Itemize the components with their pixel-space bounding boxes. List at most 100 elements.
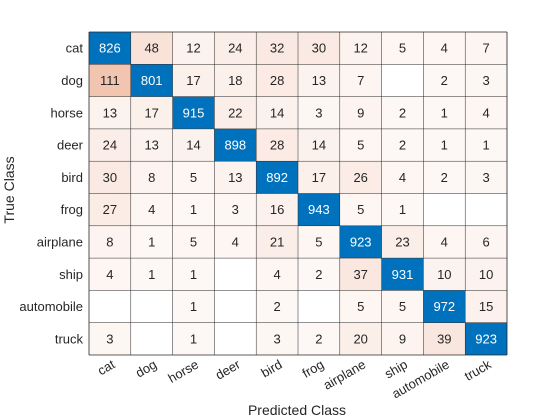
cell-deer-ship: [381, 128, 424, 162]
cell-airplane-frog: [298, 225, 340, 259]
cell-deer-bird: [256, 128, 298, 162]
cell-value-cat-truck: 7: [482, 41, 489, 56]
cell-dog-horse: [172, 64, 215, 97]
cell-airplane-truck: [465, 225, 507, 259]
y-tick-horse: horse: [50, 105, 83, 120]
cell-value-automobile-airplane: 5: [357, 299, 364, 314]
cell-value-cat-horse: 12: [186, 41, 200, 56]
cell-value-deer-truck: 1: [482, 138, 489, 153]
cell-value-frog-dog: 4: [148, 202, 155, 217]
cell-bird-cat: [89, 161, 131, 194]
cell-frog-dog: [130, 193, 173, 226]
cell-frog-airplane: [339, 193, 382, 226]
cell-cat-bird: [256, 32, 298, 65]
cell-automobile-frog: [298, 290, 340, 323]
cell-value-deer-deer: 898: [224, 138, 246, 153]
cell-dog-deer: [214, 64, 257, 97]
cell-value-bird-bird: 892: [266, 170, 288, 185]
grid-layer: [88, 31, 508, 356]
cell-value-bird-truck: 3: [482, 170, 489, 185]
cell-horse-bird: [256, 96, 298, 129]
y-tick-ship: ship: [59, 267, 83, 282]
cell-value-airplane-truck: 6: [482, 234, 489, 249]
cell-value-horse-truck: 4: [482, 105, 489, 120]
cell-value-frog-bird: 16: [270, 202, 284, 217]
x-tick-airplane: airplane: [321, 357, 369, 393]
cell-automobile-cat: [89, 290, 131, 323]
cell-ship-horse: [172, 258, 215, 291]
cell-dog-automobile: [423, 64, 466, 97]
cell-value-automobile-horse: 1: [190, 299, 197, 314]
cell-bird-truck: [465, 161, 507, 194]
cell-value-ship-ship: 931: [392, 267, 414, 282]
cell-bird-frog: [298, 161, 340, 194]
cell-value-ship-truck: 10: [479, 267, 493, 282]
cell-dog-cat: [89, 64, 131, 97]
cell-value-ship-automobile: 10: [437, 267, 451, 282]
cell-airplane-ship: [381, 225, 424, 259]
cell-value-automobile-ship: 5: [399, 299, 406, 314]
cell-ship-airplane: [339, 258, 382, 291]
cell-value-airplane-airplane: 923: [350, 234, 372, 249]
cell-automobile-automobile: [423, 290, 466, 323]
cell-value-bird-horse: 5: [190, 170, 197, 185]
x-tick-cat: cat: [95, 356, 118, 378]
cell-value-horse-automobile: 1: [441, 105, 448, 120]
cell-frog-cat: [89, 193, 131, 226]
cell-value-airplane-dog: 1: [148, 234, 155, 249]
cell-frog-bird: [256, 193, 298, 226]
cell-value-truck-frog: 2: [315, 331, 322, 346]
cell-value-truck-airplane: 20: [353, 331, 367, 346]
cell-value-airplane-automobile: 4: [441, 234, 448, 249]
cell-dog-truck: [465, 64, 507, 97]
cell-cat-cat: [89, 32, 131, 65]
cell-value-truck-automobile: 39: [437, 331, 451, 346]
cell-dog-dog: [130, 64, 173, 97]
cell-frog-horse: [172, 193, 215, 226]
cell-deer-frog: [298, 128, 340, 162]
cell-frog-automobile: [423, 193, 466, 226]
cell-deer-airplane: [339, 128, 382, 162]
cell-frog-truck: [465, 193, 507, 226]
cell-value-airplane-frog: 5: [315, 234, 322, 249]
cell-value-horse-cat: 13: [103, 105, 117, 120]
cell-value-ship-cat: 4: [106, 267, 113, 282]
cell-horse-truck: [465, 96, 507, 129]
cell-value-ship-airplane: 37: [353, 267, 367, 282]
cell-cat-deer: [214, 32, 257, 65]
cell-value-dog-frog: 13: [312, 73, 326, 88]
cell-airplane-bird: [256, 225, 298, 259]
cell-value-horse-frog: 3: [315, 105, 322, 120]
cell-value-horse-airplane: 9: [357, 105, 364, 120]
cell-value-ship-frog: 2: [315, 267, 322, 282]
cell-airplane-cat: [89, 225, 131, 259]
y-tick-airplane: airplane: [37, 234, 83, 249]
cell-ship-ship: [381, 258, 424, 291]
cell-value-airplane-cat: 8: [106, 234, 113, 249]
cell-truck-airplane: [339, 322, 382, 355]
cell-airplane-airplane: [339, 225, 382, 259]
cell-value-deer-airplane: 5: [357, 138, 364, 153]
cell-deer-cat: [89, 128, 131, 162]
cell-cat-dog: [130, 32, 173, 65]
cell-value-bird-dog: 8: [148, 170, 155, 185]
cell-dog-ship: [381, 64, 424, 97]
x-axis-label: Predicted Class: [248, 402, 346, 418]
cell-deer-horse: [172, 128, 215, 162]
cell-ship-frog: [298, 258, 340, 291]
cell-ship-truck: [465, 258, 507, 291]
cell-cat-ship: [381, 32, 424, 65]
y-tick-truck: truck: [55, 331, 84, 346]
cell-bird-airplane: [339, 161, 382, 194]
cell-frog-deer: [214, 193, 257, 226]
cell-bird-automobile: [423, 161, 466, 194]
y-tick-labels: cat dog horse deer bird frog airplane ship autom…: [19, 41, 83, 347]
cell-value-truck-horse: 1: [190, 331, 197, 346]
cell-truck-bird: [256, 322, 298, 355]
cell-value-horse-dog: 17: [144, 105, 158, 120]
cell-horse-horse: [172, 96, 215, 129]
cell-value-cat-cat: 826: [99, 41, 121, 56]
cell-value-automobile-bird: 2: [273, 299, 280, 314]
